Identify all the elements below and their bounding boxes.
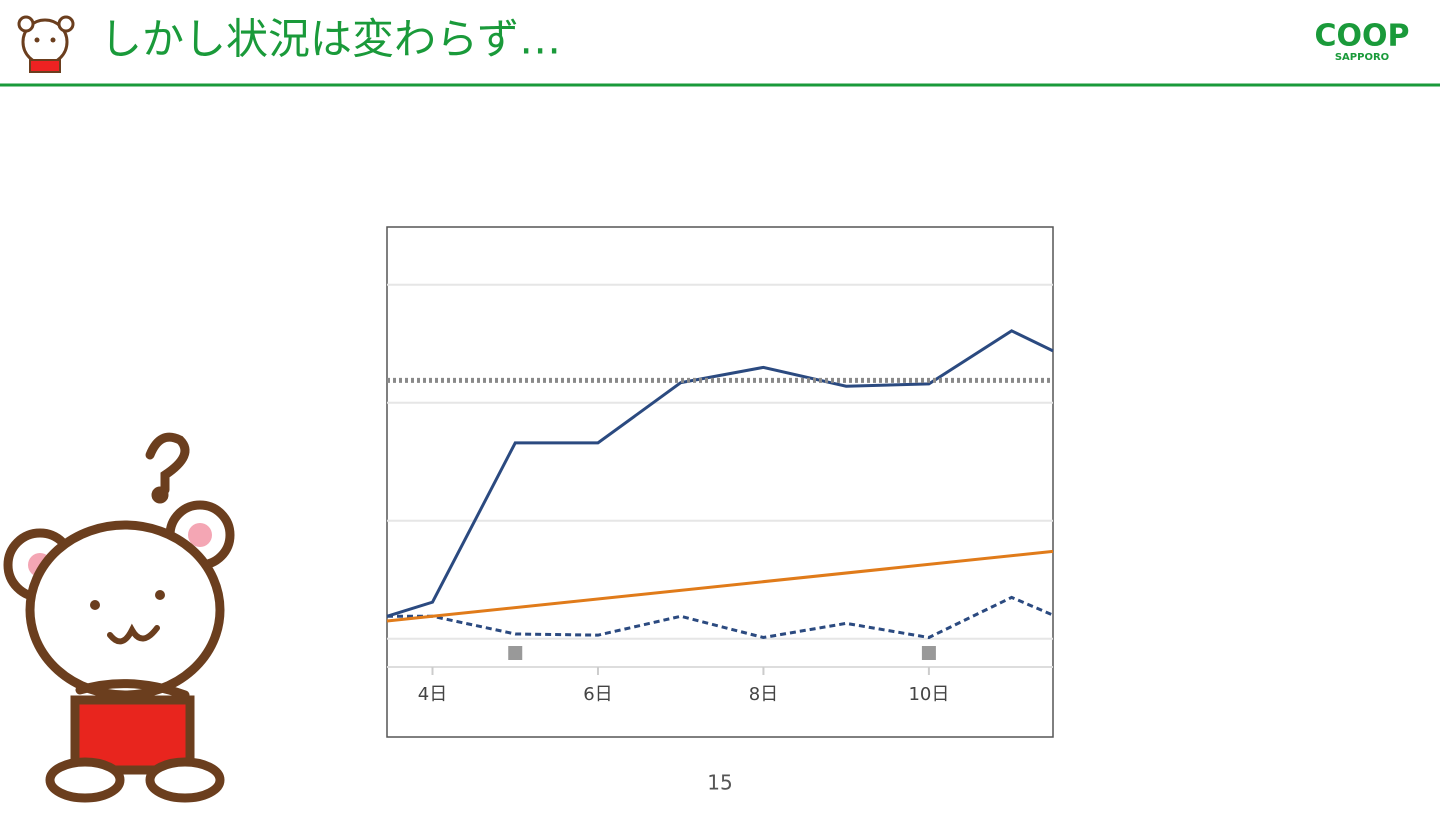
x-tick-label: 10日	[908, 684, 949, 705]
chart-frame	[386, 226, 1054, 738]
x-tick-label: 4日	[418, 684, 447, 705]
slide-title: しかし状況は変わらず…	[100, 15, 561, 64]
chart: 4日 6日 8日 10日	[386, 283, 1054, 705]
line-series	[386, 329, 1054, 618]
logo: COOP	[1314, 19, 1409, 54]
line-series	[386, 549, 1054, 623]
marker	[921, 646, 936, 660]
logo-sub: SAPPORO	[1335, 52, 1389, 63]
x-tick-label: 8日	[749, 684, 778, 705]
header-icon	[17, 15, 75, 73]
x-tick-label: 6日	[583, 684, 612, 705]
page-number: 15	[707, 771, 732, 795]
line-series	[387, 595, 1054, 640]
mascot	[3, 432, 235, 803]
marker	[508, 646, 523, 660]
